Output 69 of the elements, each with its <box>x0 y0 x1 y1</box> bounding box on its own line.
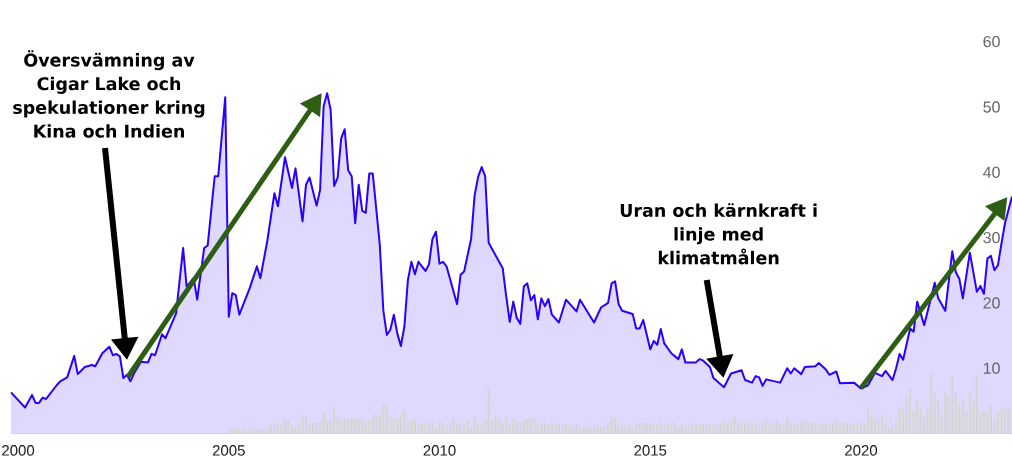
bar <box>866 407 870 434</box>
bar <box>954 393 957 434</box>
bar <box>484 419 487 434</box>
bar <box>961 399 964 434</box>
bar <box>786 417 789 434</box>
bar <box>487 386 490 434</box>
y-tick-label: 10 <box>983 362 1000 374</box>
bar <box>273 423 276 434</box>
bar <box>898 408 901 434</box>
bar <box>399 414 402 434</box>
bar <box>951 375 954 434</box>
y-tick-label: 60 <box>983 35 1000 48</box>
bar <box>417 422 420 434</box>
bar <box>410 419 413 434</box>
bar <box>930 373 933 434</box>
annotation: Översvämning av Cigar Lake och spekulationer kring Kina och Indien <box>13 50 205 138</box>
bar <box>403 410 406 434</box>
bar <box>849 424 852 434</box>
bar <box>452 417 455 434</box>
bar <box>431 422 434 434</box>
x-tick-label: 2010 <box>423 445 456 456</box>
bar <box>568 426 571 434</box>
bar <box>989 405 993 434</box>
y-tick-label: 40 <box>983 166 1000 178</box>
x-tick-label: 2020 <box>845 445 878 456</box>
bar <box>589 426 592 434</box>
y-tick-label: 50 <box>983 101 1000 113</box>
bar <box>933 393 936 434</box>
bar <box>301 414 304 434</box>
annotation: Uran och kärnkraft i linje med klimatmålen <box>620 203 817 265</box>
bar <box>740 422 743 434</box>
bar <box>438 422 441 434</box>
bar <box>856 422 859 434</box>
bar <box>975 375 978 434</box>
bar <box>582 426 585 434</box>
bar <box>726 422 729 434</box>
x-tick-label: 2005 <box>212 445 245 456</box>
bar <box>287 419 290 434</box>
x-tick-label: 2000 <box>2 445 35 456</box>
bar <box>919 408 922 434</box>
bar <box>371 414 374 434</box>
bar <box>1000 407 1003 434</box>
bar <box>575 423 578 434</box>
bar <box>916 399 919 434</box>
bar <box>719 423 722 434</box>
bar <box>512 417 515 434</box>
bar <box>944 390 947 434</box>
bar <box>596 425 599 434</box>
bar <box>1003 408 1007 434</box>
bar <box>413 419 417 434</box>
bar <box>1007 407 1010 434</box>
bar <box>561 425 564 434</box>
bar <box>368 419 371 434</box>
bar <box>708 423 712 434</box>
y-tick-label: 30 <box>983 231 1000 244</box>
bar <box>712 424 715 434</box>
bar <box>280 423 283 434</box>
y-tick-label: 20 <box>983 297 1000 309</box>
bar <box>733 416 736 434</box>
bar <box>968 393 971 434</box>
bar <box>424 423 427 434</box>
bar <box>333 407 336 434</box>
bar <box>705 425 708 434</box>
bar <box>895 420 898 434</box>
bar <box>909 388 912 434</box>
x-tick-label: 2015 <box>634 445 667 456</box>
bar <box>880 414 884 434</box>
bar <box>294 426 297 434</box>
bar <box>445 424 448 434</box>
